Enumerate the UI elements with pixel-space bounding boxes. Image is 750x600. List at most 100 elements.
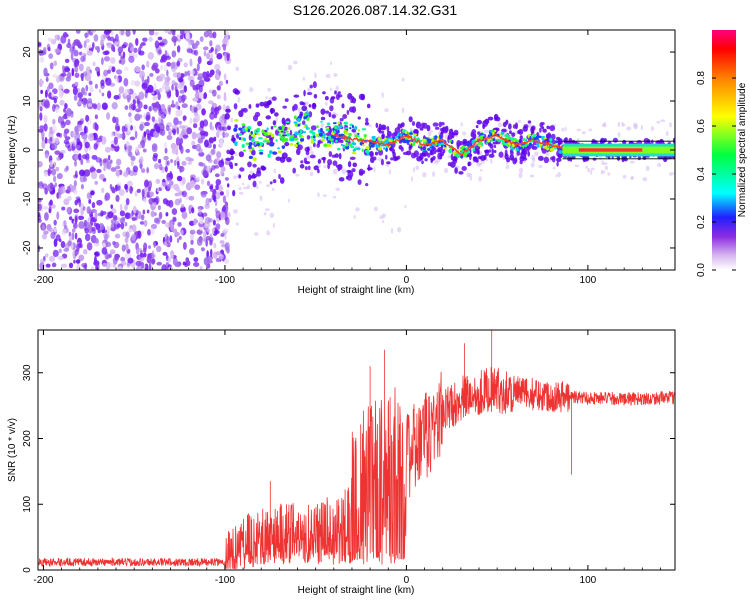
heatmap-noise-blob bbox=[225, 79, 229, 84]
heatmap-noise-blob bbox=[52, 249, 59, 258]
heatmap-signal-blob bbox=[304, 161, 311, 165]
heatmap-noise-blob bbox=[101, 136, 107, 145]
heatmap-faint-blob bbox=[576, 128, 581, 132]
heatmap-noise-blob bbox=[73, 39, 80, 44]
heatmap-noise-blob bbox=[147, 52, 154, 60]
heatmap-signal-blob bbox=[493, 150, 497, 154]
heatmap-signal-blob bbox=[311, 102, 317, 110]
heatmap-signal-blob bbox=[424, 158, 428, 162]
heatmap-signal-blob bbox=[296, 148, 301, 156]
heatmap-faint-blob bbox=[518, 167, 524, 174]
heatmap-faint-blob bbox=[397, 226, 402, 233]
heatmap-faint-blob bbox=[258, 181, 262, 184]
heatmap-noise-blob bbox=[140, 214, 145, 221]
heatmap-noise-blob bbox=[53, 219, 57, 226]
heatmap-noise-blob bbox=[181, 176, 186, 185]
heatmap-core-blob bbox=[351, 151, 357, 155]
heatmap-noise-blob bbox=[139, 156, 144, 164]
heatmap-faint-blob bbox=[656, 120, 660, 124]
heatmap-core-blob bbox=[363, 137, 367, 141]
heatmap-faint-blob bbox=[234, 152, 238, 157]
colorbar-tick-label: 0.0 bbox=[696, 263, 707, 277]
heatmap-noise-blob bbox=[106, 161, 112, 170]
heatmap-noise-blob bbox=[84, 126, 89, 134]
heatmap-core-blob bbox=[250, 131, 253, 135]
heatmap-noise-blob bbox=[188, 195, 195, 201]
heatmap-noise-blob bbox=[176, 155, 180, 163]
heatmap-noise-blob bbox=[189, 69, 195, 75]
heatmap-faint-blob bbox=[429, 130, 434, 133]
heatmap-noise-blob bbox=[154, 68, 160, 74]
heatmap-noise-blob bbox=[52, 118, 56, 125]
heatmap-core-blob bbox=[248, 145, 251, 148]
heatmap-noise-blob bbox=[136, 248, 140, 255]
heatmap-core-blob bbox=[412, 133, 418, 136]
heatmap-noise-blob bbox=[129, 136, 136, 141]
heatmap-noise-blob bbox=[223, 92, 227, 99]
heatmap-noise-blob bbox=[94, 211, 98, 219]
heatmap-noise-blob bbox=[209, 112, 215, 120]
heatmap-noise-blob bbox=[148, 30, 155, 36]
heatmap-noise-blob bbox=[77, 100, 82, 106]
heatmap-noise-blob bbox=[209, 53, 214, 58]
heatmap-signal-blob bbox=[338, 177, 345, 182]
heatmap-noise-blob bbox=[42, 47, 47, 55]
heatmap-faint-blob bbox=[530, 162, 535, 168]
heatmap-faint-blob bbox=[381, 220, 385, 224]
heatmap-noise-blob bbox=[189, 117, 193, 125]
heatmap-core-blob bbox=[281, 145, 286, 149]
heatmap-faint-blob bbox=[267, 87, 272, 92]
heatmap-faint-blob bbox=[390, 227, 394, 234]
heatmap-noise-blob bbox=[85, 84, 89, 92]
heatmap-noise-blob bbox=[74, 215, 78, 224]
heatmap-noise-blob bbox=[143, 197, 147, 203]
heatmap-signal-blob bbox=[477, 156, 483, 160]
heatmap-faint-blob bbox=[607, 172, 611, 176]
heatmap-noise-blob bbox=[124, 204, 128, 211]
heatmap-noise-blob bbox=[66, 185, 71, 194]
heatmap-noise-blob bbox=[178, 166, 185, 173]
heatmap-noise-blob bbox=[124, 105, 129, 110]
heatmap-noise-blob bbox=[79, 174, 86, 183]
heatmap-noise-blob bbox=[198, 91, 204, 99]
heatmap-noise-blob bbox=[144, 90, 148, 99]
heatmap-noise-blob bbox=[113, 241, 120, 249]
heatmap-noise-blob bbox=[197, 137, 204, 144]
heatmap-core-blob bbox=[282, 134, 287, 137]
heatmap-core-blob bbox=[345, 142, 349, 147]
heatmap-noise-blob bbox=[43, 170, 49, 177]
heatmap-core-blob bbox=[471, 140, 475, 144]
heatmap-noise-blob bbox=[215, 223, 221, 230]
heatmap-noise-blob bbox=[63, 88, 70, 94]
heatmap-noise-blob bbox=[198, 207, 202, 215]
heatmap-faint-blob bbox=[265, 96, 269, 100]
heatmap-core-blob bbox=[361, 148, 364, 152]
heatmap-core-blob bbox=[286, 133, 291, 137]
heatmap-noise-blob bbox=[172, 217, 177, 222]
heatmap-core-blob bbox=[548, 142, 553, 145]
heatmap-signal-blob bbox=[508, 123, 512, 130]
heatmap-core-blob bbox=[263, 131, 269, 136]
heatmap-signal-blob bbox=[366, 167, 373, 171]
heatmap-noise-blob bbox=[51, 142, 58, 150]
heatmap-signal-blob bbox=[364, 121, 370, 126]
heatmap-core-blob bbox=[241, 143, 245, 149]
heatmap-noise-blob bbox=[53, 60, 58, 67]
heatmap-faint-blob bbox=[373, 166, 376, 173]
heatmap-signal-blob bbox=[386, 130, 392, 137]
heatmap-noise-blob bbox=[192, 123, 198, 129]
heatmap-faint-blob bbox=[238, 191, 244, 195]
heatmap-core-blob bbox=[244, 129, 249, 132]
heatmap-noise-blob bbox=[86, 242, 93, 251]
heatmap-noise-blob bbox=[152, 154, 158, 162]
heatmap-noise-blob bbox=[95, 223, 101, 231]
heatmap-signal-blob bbox=[518, 129, 524, 135]
heatmap-noise-blob bbox=[167, 30, 173, 35]
heatmap-noise-blob bbox=[218, 80, 223, 87]
heatmap-noise-blob bbox=[56, 172, 63, 180]
heatmap-noise-blob bbox=[155, 126, 161, 134]
heatmap-faint-blob bbox=[263, 212, 267, 216]
heatmap-noise-blob bbox=[134, 190, 138, 197]
heatmap-core-blob bbox=[334, 125, 337, 130]
heatmap-noise-blob bbox=[135, 37, 139, 46]
